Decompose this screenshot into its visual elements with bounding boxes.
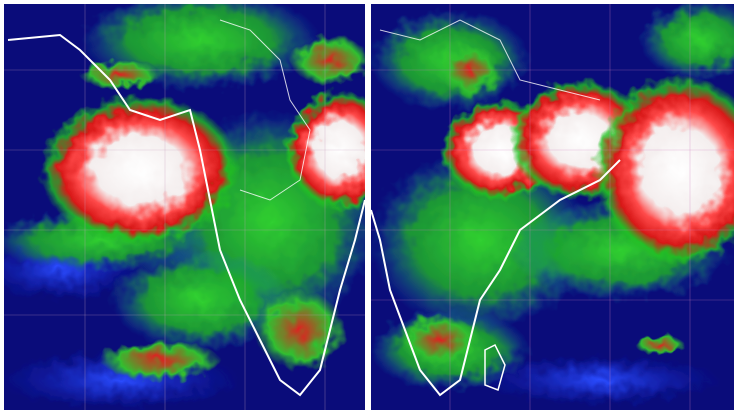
right-panel — [371, 4, 734, 410]
left-panel — [4, 4, 365, 410]
panel-divider — [365, 0, 371, 414]
